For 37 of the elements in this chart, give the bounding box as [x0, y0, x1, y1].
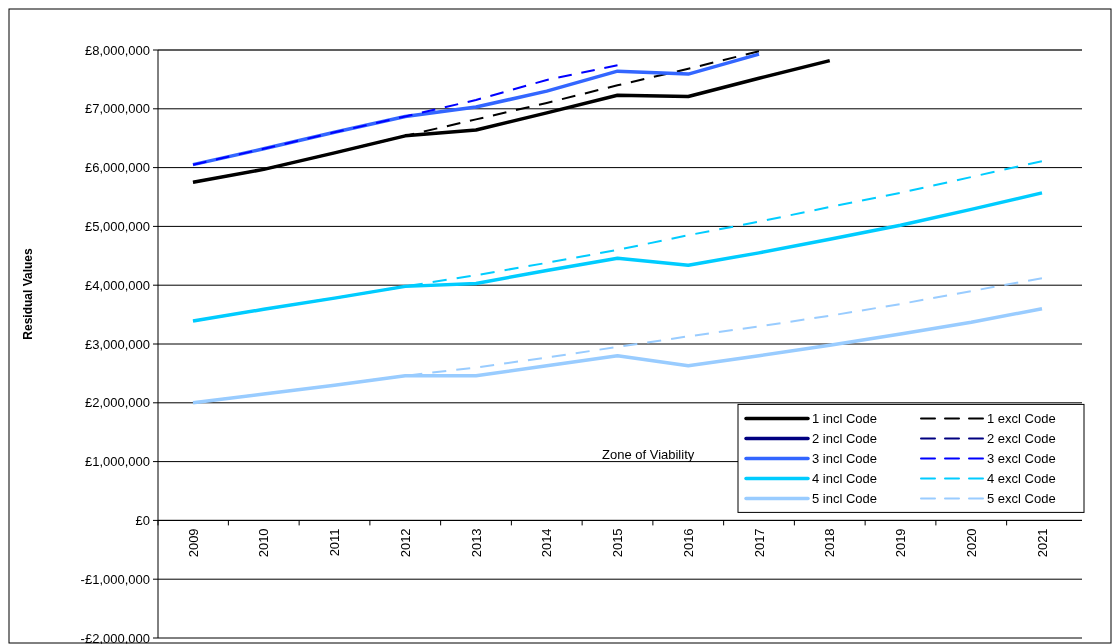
y-tick-label: £5,000,000 — [84, 218, 150, 234]
x-tick-label: 2021 — [1034, 528, 1050, 558]
y-tick-label: -£2,000,000 — [80, 630, 150, 644]
annotation: Zone of Viability — [602, 446, 695, 462]
x-tick-label: 2009 — [185, 528, 201, 558]
legend-label: 1 incl Code — [812, 410, 878, 426]
x-tick-label: 2013 — [468, 528, 484, 558]
y-tick-label: £0 — [135, 512, 150, 528]
legend-label: 2 excl Code — [987, 430, 1056, 446]
legend-label: 5 excl Code — [987, 490, 1056, 506]
y-tick-label: £1,000,000 — [84, 454, 150, 470]
x-tick-label: 2012 — [397, 528, 413, 558]
y-axis-title: Residual Values — [21, 247, 35, 340]
x-tick-label: 2019 — [893, 528, 909, 558]
legend-label: 3 excl Code — [987, 450, 1056, 466]
y-tick-label: -£1,000,000 — [80, 571, 150, 587]
x-tick-label: 2017 — [751, 528, 767, 558]
x-tick-label: 2011 — [327, 528, 343, 557]
x-tick-label: 2015 — [610, 528, 626, 558]
legend-label: 1 excl Code — [987, 410, 1056, 426]
y-tick-label: £6,000,000 — [84, 160, 150, 176]
y-tick-label: £8,000,000 — [84, 42, 150, 58]
legend-label: 4 excl Code — [987, 470, 1056, 486]
legend-label: 3 incl Code — [812, 450, 878, 466]
legend-label: 2 incl Code — [812, 430, 878, 446]
y-tick-label: £7,000,000 — [84, 101, 150, 117]
line-series — [192, 64, 619, 166]
y-tick-label: £4,000,000 — [84, 277, 150, 293]
x-tick-label: 2018 — [822, 528, 838, 558]
x-tick-label: 2014 — [539, 528, 555, 558]
y-tick-label: £2,000,000 — [84, 395, 150, 411]
legend-label: 5 incl Code — [812, 490, 878, 506]
x-tick-label: 2020 — [963, 528, 979, 558]
y-tick-label: £3,000,000 — [84, 336, 150, 352]
legend-label: 4 incl Code — [812, 470, 878, 486]
x-tick-label: 2010 — [256, 528, 272, 558]
x-tick-label: 2016 — [680, 528, 696, 558]
